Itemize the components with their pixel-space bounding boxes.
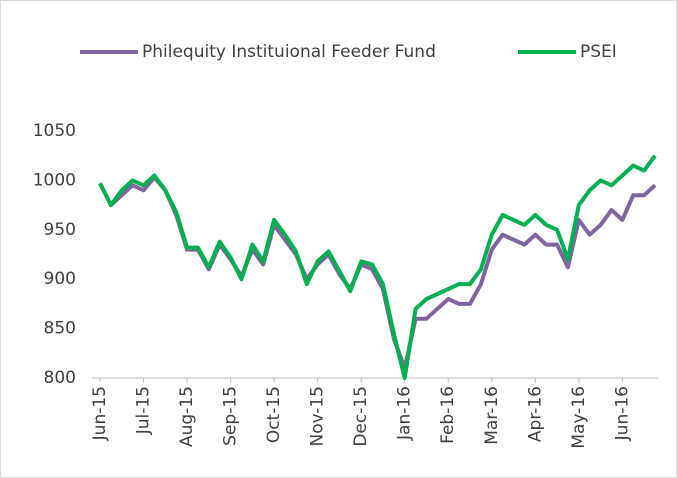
x-tick-label: Sep-15: [221, 386, 241, 446]
y-tick-label: 850: [44, 319, 76, 339]
x-tick-label: Jun-16: [612, 386, 632, 441]
legend-label: PSEI: [580, 42, 617, 62]
y-tick-label: 900: [44, 269, 76, 289]
x-tick-label: Mar-16: [482, 386, 502, 445]
y-tick-label: 1000: [33, 170, 76, 190]
y-tick-label: 800: [44, 368, 76, 388]
x-tick-label: Nov-15: [308, 386, 328, 447]
x-tick-label: Jul-15: [134, 386, 154, 435]
x-tick-label: Jun-15: [90, 386, 110, 441]
x-tick-label: Aug-15: [177, 386, 197, 447]
x-tick-label: Oct-15: [264, 386, 284, 443]
y-tick-label: 1050: [33, 121, 76, 141]
x-tick-label: Jan-16: [395, 386, 415, 441]
y-tick-label: 950: [44, 220, 76, 240]
x-tick-label: Apr-16: [525, 386, 545, 442]
data-line: [98, 154, 657, 380]
x-tick-label: Feb-16: [438, 386, 458, 444]
x-tick-label: Dec-15: [351, 386, 371, 447]
x-tick-label: May-16: [569, 386, 589, 449]
legend-label: Philequity Instituional Feeder Fund: [142, 42, 436, 62]
